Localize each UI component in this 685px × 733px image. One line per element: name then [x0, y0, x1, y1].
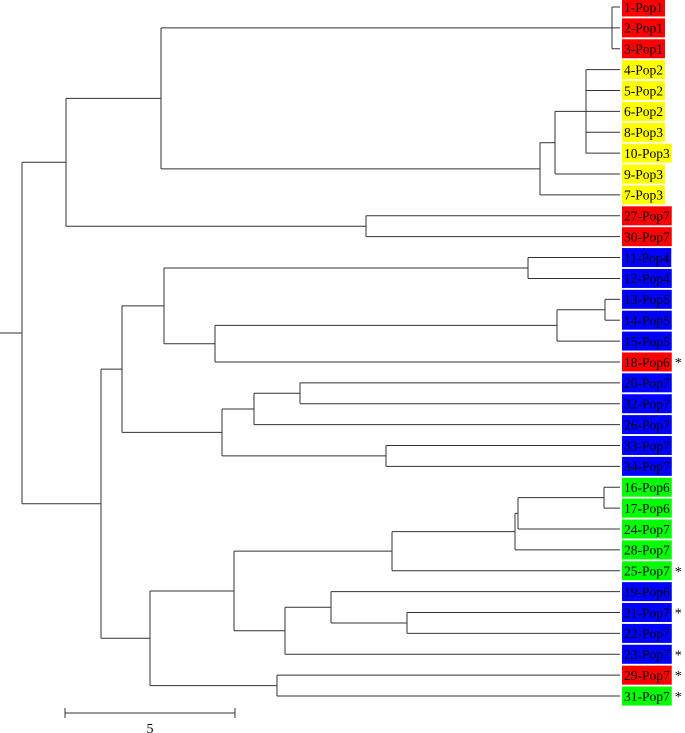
leaf-marker: * [675, 648, 682, 663]
leaf-label: 6-Pop2 [624, 104, 663, 119]
scale-bar-label: 5 [147, 722, 154, 733]
leaf-label-background [622, 582, 672, 602]
leaf-label-background [622, 18, 666, 38]
leaf-label: 26-Pop7 [624, 417, 670, 432]
leaf-label-background [622, 686, 672, 706]
leaf-marker: * [675, 356, 682, 371]
leaf-label: 21-Pop7 [624, 605, 670, 620]
leaf-label: 19-Pop6 [624, 584, 670, 599]
leaf-label-background [622, 415, 672, 435]
leaf-label: 25-Pop7 [624, 564, 670, 579]
leaf-label-background [622, 603, 672, 623]
leaf-label-background [622, 185, 666, 205]
leaf-label-background [622, 540, 672, 560]
leaf-label: 8-Pop3 [624, 125, 663, 140]
leaf-label-background [622, 143, 672, 163]
leaf-label: 5-Pop2 [624, 83, 663, 98]
leaf-label: 9-Pop3 [624, 167, 663, 182]
leaf-marker: * [675, 607, 682, 622]
leaf-label: 2-Pop1 [624, 21, 663, 36]
leaf-label: 23-Pop7 [624, 647, 670, 662]
leaf-label: 29-Pop7 [624, 668, 670, 683]
leaf-label: 30-Pop7 [624, 229, 670, 244]
leaf-label: 34-Pop7 [624, 459, 670, 474]
leaf-marker: * [675, 690, 682, 705]
leaf-label: 20-Pop7 [624, 376, 670, 391]
tree-branches [0, 6, 620, 697]
leaf-label: 17-Pop6 [624, 501, 670, 516]
leaf-label: 27-Pop7 [624, 209, 670, 224]
leaf-label-background [622, 206, 672, 226]
leaf-label-background [622, 519, 672, 539]
leaf-marker: * [675, 565, 682, 580]
leaf-label: 4-Pop2 [624, 62, 663, 77]
leaf-label: 3-Pop1 [624, 42, 663, 57]
leaf-label-background [622, 81, 666, 101]
leaf-label: 31-Pop7 [624, 689, 670, 704]
leaf-labels: 1-Pop1 2-Pop1 3-Pop1 4-Pop2 5-Pop2 6-Pop2 8-Po… [622, 0, 682, 706]
leaf-label: 18-Pop6 [624, 355, 670, 370]
leaf-label-background [622, 352, 672, 372]
leaf-label-background [622, 498, 672, 518]
leaf-label: 24-Pop7 [624, 522, 670, 537]
leaf-label: 32-Pop7 [624, 397, 670, 412]
leaf-label-background [622, 456, 672, 476]
leaf-label: 14-Pop5 [624, 313, 670, 328]
leaf-label-background [622, 164, 666, 184]
leaf-label: 7-Pop3 [624, 188, 663, 203]
leaf-label-background [622, 248, 672, 268]
leaf-label-background [622, 665, 672, 685]
leaf-label-background [622, 310, 672, 330]
leaf-label-background [622, 477, 672, 497]
leaf-label: 11-Pop4 [624, 250, 670, 265]
leaf-label-background [622, 227, 672, 247]
leaf-label: 1-Pop1 [624, 0, 663, 15]
leaf-label-background [622, 394, 672, 414]
leaf-label-background [622, 373, 672, 393]
leaf-label-background [622, 289, 672, 309]
leaf-label-background [622, 268, 672, 288]
leaf-label-background [622, 435, 672, 455]
leaf-label-background [622, 122, 666, 142]
leaf-label: 13-Pop5 [624, 292, 670, 307]
leaf-label-background [622, 39, 666, 59]
leaf-label: 15-Pop5 [624, 334, 670, 349]
leaf-label: 12-Pop4 [624, 271, 670, 286]
leaf-label: 28-Pop7 [624, 543, 670, 558]
leaf-marker: * [675, 669, 682, 684]
scale-bar: 5 [64, 708, 236, 733]
leaf-label: 10-Pop3 [624, 146, 670, 161]
leaf-label-background [622, 101, 666, 121]
leaf-label-background [622, 60, 666, 80]
leaf-label-background [622, 644, 672, 664]
leaf-label-background [622, 623, 672, 643]
leaf-label: 16-Pop6 [624, 480, 670, 495]
leaf-label-background [622, 331, 672, 351]
leaf-label: 33-Pop7 [624, 438, 670, 453]
leaf-label-background [622, 561, 672, 581]
leaf-label-background [622, 0, 666, 17]
leaf-label: 22-Pop7 [624, 626, 670, 641]
